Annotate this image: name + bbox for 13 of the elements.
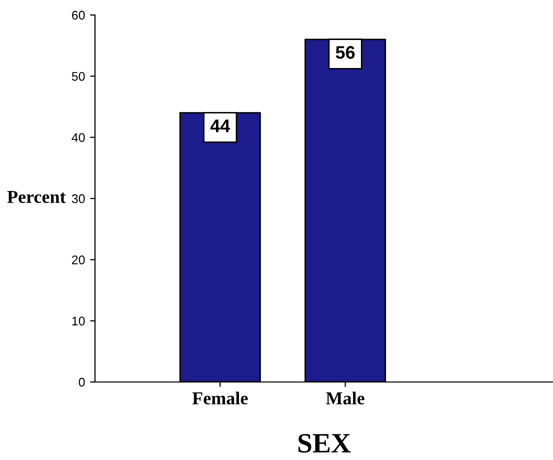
y-tick-label: 50 bbox=[72, 72, 85, 81]
y-axis-title: Percent bbox=[7, 191, 66, 204]
x-axis-title: SEX bbox=[298, 434, 351, 453]
x-tick-label: Female bbox=[192, 392, 248, 404]
y-tick-label: 20 bbox=[72, 255, 85, 264]
y-tick-label: 40 bbox=[72, 133, 85, 142]
y-tick-label: 10 bbox=[72, 316, 85, 326]
x-tick-label: Male bbox=[326, 392, 364, 404]
y-tick-label: 0 bbox=[78, 378, 85, 387]
y-tick-label: 60 bbox=[72, 10, 85, 20]
data-label: 44 bbox=[210, 120, 230, 132]
y-tick-label: 30 bbox=[72, 194, 85, 204]
data-label: 56 bbox=[336, 46, 355, 59]
